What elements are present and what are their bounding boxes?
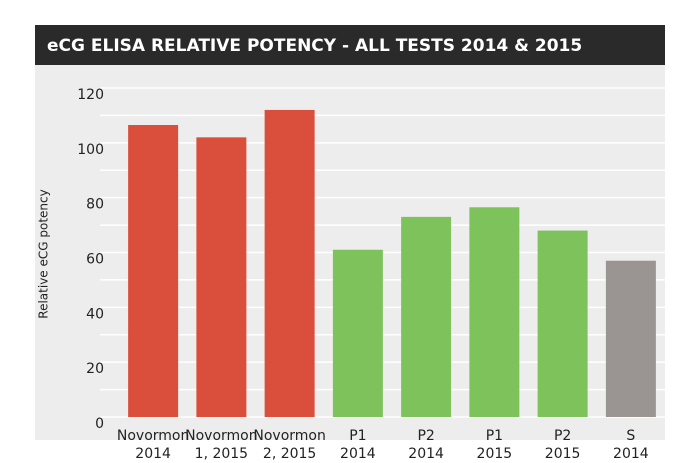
y-axis-label: Relative eCG potency (37, 189, 51, 318)
x-tick-label: S (626, 428, 635, 444)
bar (128, 125, 179, 417)
bar (401, 216, 452, 417)
x-tick-label: Novormon (117, 428, 189, 444)
y-tick-label: 40 (86, 306, 104, 322)
header-bar (35, 25, 665, 65)
x-tick-label: 2015 (477, 446, 513, 462)
x-tick-label: 2014 (613, 446, 649, 462)
bar (469, 207, 520, 417)
x-tick-label: Novormon (185, 428, 257, 444)
x-tick-label: 1, 2015 (195, 446, 248, 462)
y-tick-label: 80 (86, 197, 104, 213)
y-tick-label: 120 (77, 87, 104, 103)
x-tick-label: 2014 (135, 446, 171, 462)
x-tick-label: 2, 2015 (263, 446, 316, 462)
x-tick-label: 2014 (340, 446, 376, 462)
x-tick-label: P2 (554, 428, 571, 444)
x-tick-label: 2014 (408, 446, 444, 462)
x-tick-label: P1 (486, 428, 503, 444)
x-tick-label: P2 (417, 428, 434, 444)
y-tick-label: 100 (77, 142, 104, 158)
bar (332, 249, 383, 417)
x-tick-label: P1 (349, 428, 366, 444)
bar (196, 137, 247, 417)
bar (264, 109, 315, 417)
bar (537, 230, 588, 417)
bar (605, 260, 656, 417)
y-tick-label: 0 (95, 416, 104, 432)
x-tick-label: 2015 (545, 446, 581, 462)
y-tick-label: 20 (86, 361, 104, 377)
x-tick-label: Novormon (253, 428, 325, 444)
chart-title: eCG ELISA RELATIVE POTENCY - ALL TESTS 2… (47, 36, 582, 56)
y-tick-label: 60 (86, 252, 104, 268)
